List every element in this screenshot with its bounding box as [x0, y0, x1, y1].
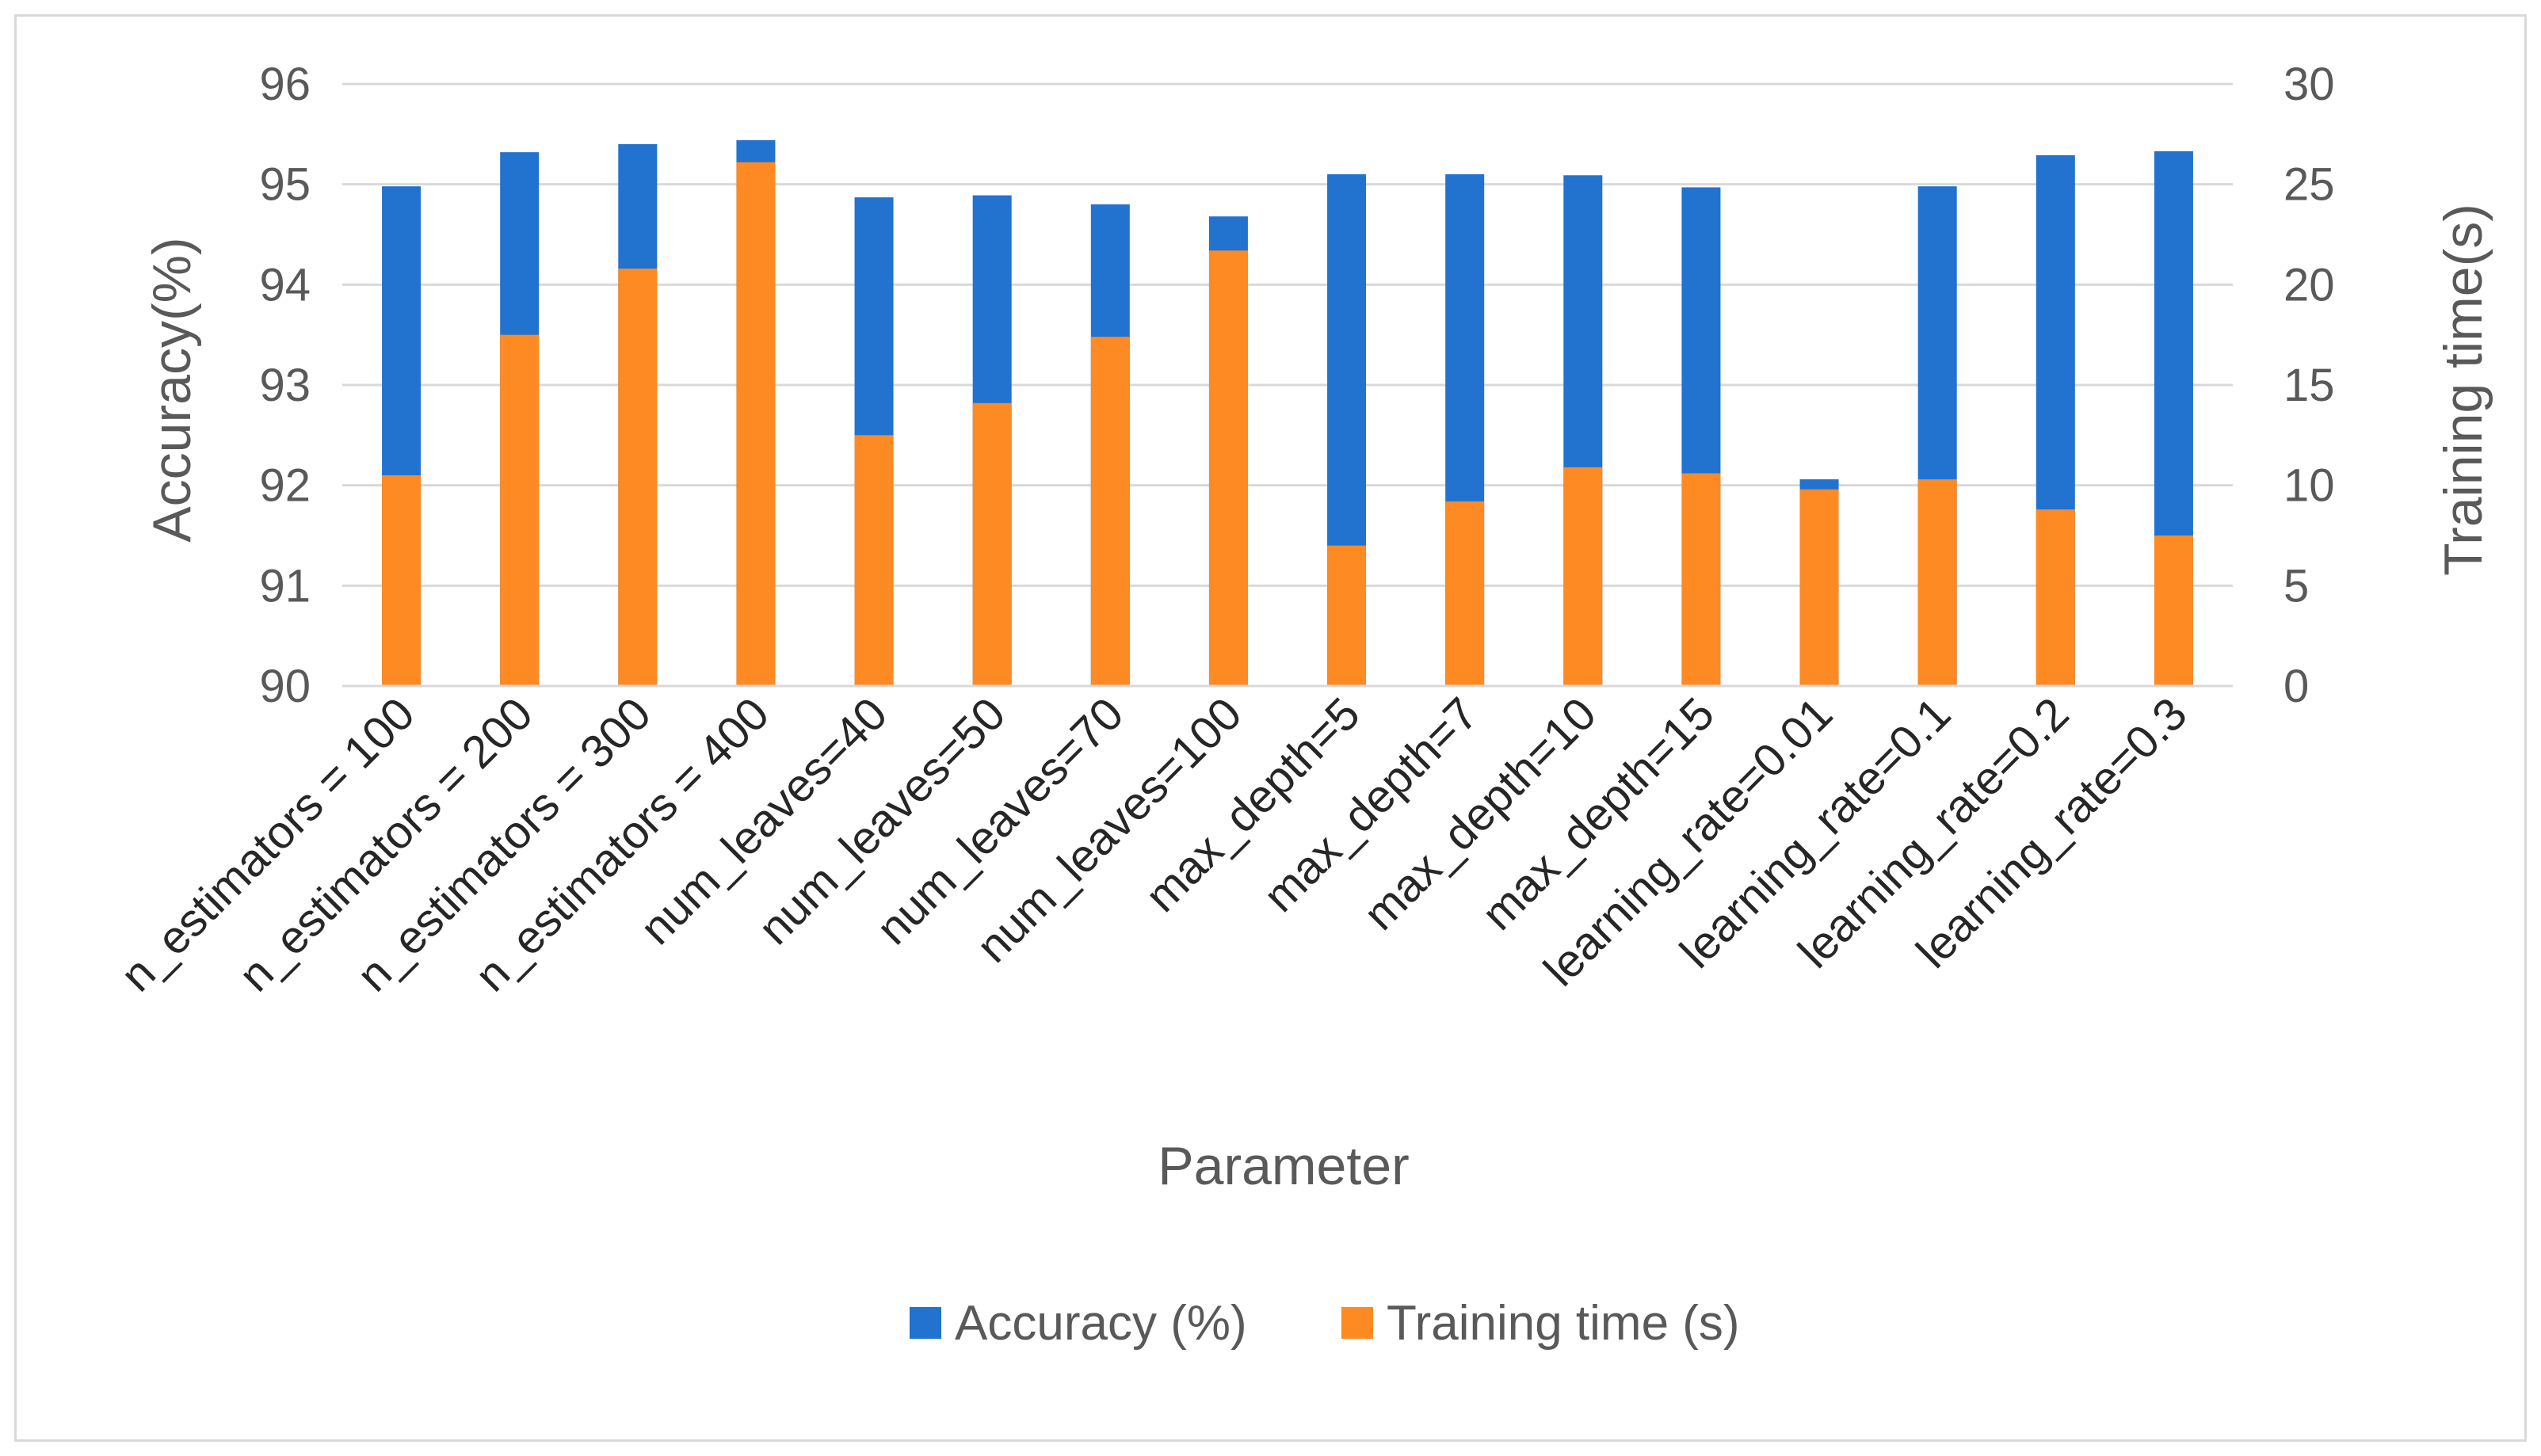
y-tick-label: 90 [259, 661, 311, 712]
y-tick-label: 96 [259, 59, 311, 110]
legend-label-accuracy: Accuracy (%) [955, 1296, 1247, 1351]
y2-tick-label: 5 [2283, 560, 2309, 612]
bar-training-time [1917, 479, 1957, 686]
y2-tick-label: 10 [2283, 460, 2335, 512]
bar-training-time [500, 334, 540, 686]
bar-training-time [1327, 545, 1367, 686]
bar-training-time [1681, 473, 1721, 686]
x-axis-title: Parameter [1158, 1136, 1409, 1196]
legend-swatch-training-time [1341, 1307, 1373, 1339]
y2-tick-label: 25 [2283, 159, 2335, 211]
bar-training-time [382, 475, 422, 686]
bar-training-time [1208, 250, 1248, 686]
bar-training-time [1090, 337, 1130, 686]
bar-training-time [2035, 509, 2075, 686]
bar-training-time [854, 435, 894, 686]
y2-tick-label: 15 [2283, 360, 2335, 411]
y-tick-label: 93 [259, 360, 311, 411]
y2-tick-label: 20 [2283, 259, 2335, 311]
axes: 90 91 92 93 94 95 96 0 5 10 15 20 25 30 [259, 59, 2334, 712]
bar-training-time [618, 269, 658, 687]
bar-training-time [1445, 501, 1485, 686]
bar-training-time [1563, 467, 1603, 686]
y2-axis-title: Training time(s) [2433, 204, 2493, 576]
y-axis-title: Accuracy(%) [142, 237, 202, 542]
chart-frame [14, 14, 2527, 1442]
y-tick-label: 92 [259, 460, 311, 512]
y2-tick-label: 30 [2283, 59, 2335, 110]
y-tick-label: 91 [259, 560, 311, 612]
legend-label-training-time: Training time (s) [1387, 1296, 1740, 1351]
bar-training-time [2154, 536, 2193, 686]
legend: Accuracy (%) Training time (s) [910, 1296, 1740, 1351]
y-tick-label: 95 [259, 159, 311, 211]
legend-swatch-accuracy [910, 1307, 941, 1339]
bar-training-time [972, 402, 1012, 686]
bars [382, 139, 2193, 687]
bar-training-time [736, 162, 776, 687]
y-tick-label: 94 [259, 259, 311, 311]
y2-tick-label: 0 [2283, 661, 2309, 712]
bar-training-time [1799, 489, 1839, 686]
